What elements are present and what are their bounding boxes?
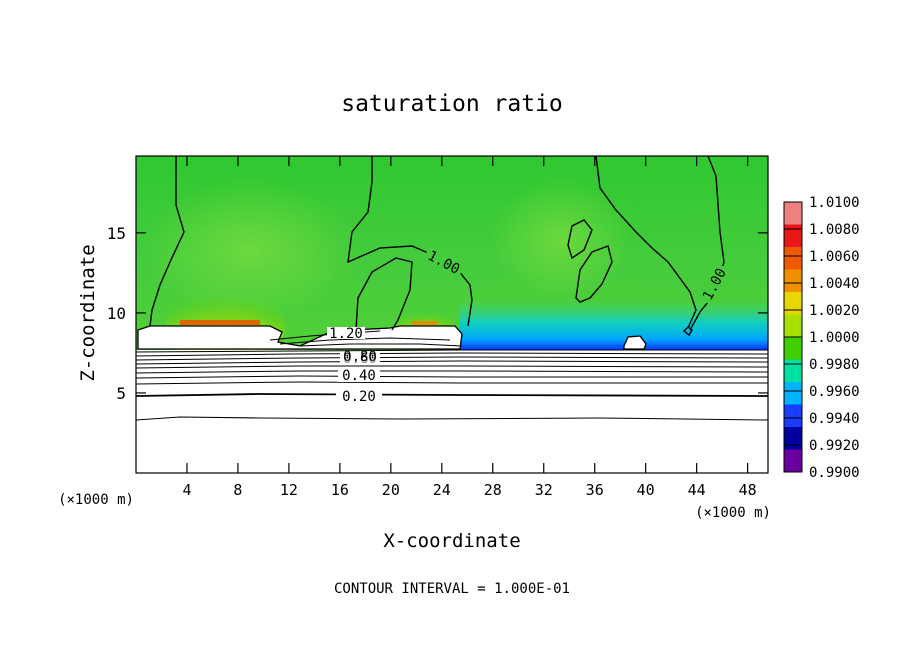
colorbar-swatch [784,449,802,473]
colorbar-swatch [784,292,802,315]
contour-label: 0.20 [342,389,376,405]
contour-line [689,156,725,331]
y-tick-label: 5 [116,384,126,403]
contour-line [682,326,693,337]
heatmap-pale-region [490,180,630,300]
colorbar-label: 0.9940 [809,411,860,427]
colorbar-label: 1.0080 [809,222,860,238]
colorbar-label: 1.0000 [809,330,860,346]
colorbar-label: 1.0100 [809,195,860,211]
contour-label-bg [340,359,380,365]
colorbar-label: 0.9960 [809,384,860,400]
contour-line [149,156,185,327]
colorbar-label: 0.9900 [809,465,860,481]
plot-frame [135,155,769,474]
x-tick-label: 20 [382,481,400,499]
heatmap-peak-strip [180,320,260,325]
x-tick-label: 4 [182,481,191,499]
contour-labels: 1.00 1.00 1.20 0.60 0.80 0.40 0.20 [327,246,730,405]
colorbar-label: 1.0020 [809,303,860,319]
x-tick-label: 8 [233,481,242,499]
plot-area: 1.00 1.00 1.20 0.60 0.80 0.40 0.20 [136,156,768,473]
heatmap-peak-strip [412,321,438,325]
heatmap-pale-region [140,180,360,320]
x-axis-label: X-coordinate [383,530,520,552]
colorbar-swatch [784,202,802,225]
contour-line [347,156,473,327]
y-tick-label: 10 [107,304,126,323]
x-tick-label: 16 [331,481,349,499]
isoline [136,416,768,421]
y-axis-label: Z-coordinate [77,244,99,381]
cloud-white-region [623,335,647,350]
contour-label-bg [697,262,730,305]
contour-interval-note: CONTOUR INTERVAL = 1.000E-01 [334,581,570,597]
contour-label-bg [422,246,465,279]
contour-label-bg [338,368,380,382]
isoline [136,349,768,353]
x-axis: 4 8 12 16 20 24 28 32 36 40 44 48 [182,156,757,499]
colorbar-swatch [784,269,802,293]
colorbar-swatch [784,404,802,428]
x-axis-units-right: (×1000 m) [695,505,771,521]
contour-line [595,156,697,329]
colorbar-label: 1.0040 [809,276,860,292]
x-tick-label: 40 [637,481,655,499]
colorbar-swatch [784,382,802,405]
y-axis: 5 10 15 [107,224,768,403]
x-tick-label: 24 [433,481,451,499]
contour-line [355,257,413,331]
colorbar: 1.0100 1.0080 1.0060 1.0040 1.0020 1.0000 0.99… [783,195,860,481]
colorbar-label: 0.9980 [809,357,860,373]
colorbar-swatch [784,427,802,450]
x-tick-label: 28 [484,481,502,499]
contour-label: 0.80 [343,349,377,365]
x-tick-label: 12 [280,481,298,499]
contour-label-bg [327,327,365,339]
colorbar-swatch [784,224,802,248]
colorbar-label: 0.9920 [809,438,860,454]
isoline [136,381,768,385]
contour-lines [149,156,725,337]
colorbar-swatch [784,337,802,360]
contour-line [575,245,613,303]
y-tick-label: 15 [107,224,126,243]
contour-line [567,219,593,260]
heatmap-dry-band [460,300,768,350]
x-tick-label: 32 [535,481,553,499]
chart-title: saturation ratio [341,91,563,117]
x-tick-label: 44 [688,481,706,499]
contour-label: 1.20 [329,326,363,342]
colorbar-swatch [784,314,802,338]
isoline [136,365,768,369]
colorbar-swatch [784,247,802,270]
isoline [299,343,463,347]
contour-label-bg [336,389,382,403]
heatmap-below-cloud [136,350,768,473]
x-tick-label: 48 [739,481,757,499]
colorbar-swatch [784,359,802,383]
colorbar-label: 1.0060 [809,249,860,265]
x-axis-units-left: (×1000 m) [58,492,134,508]
x-tick-label: 36 [586,481,604,499]
contour-label: 0.40 [342,368,376,384]
